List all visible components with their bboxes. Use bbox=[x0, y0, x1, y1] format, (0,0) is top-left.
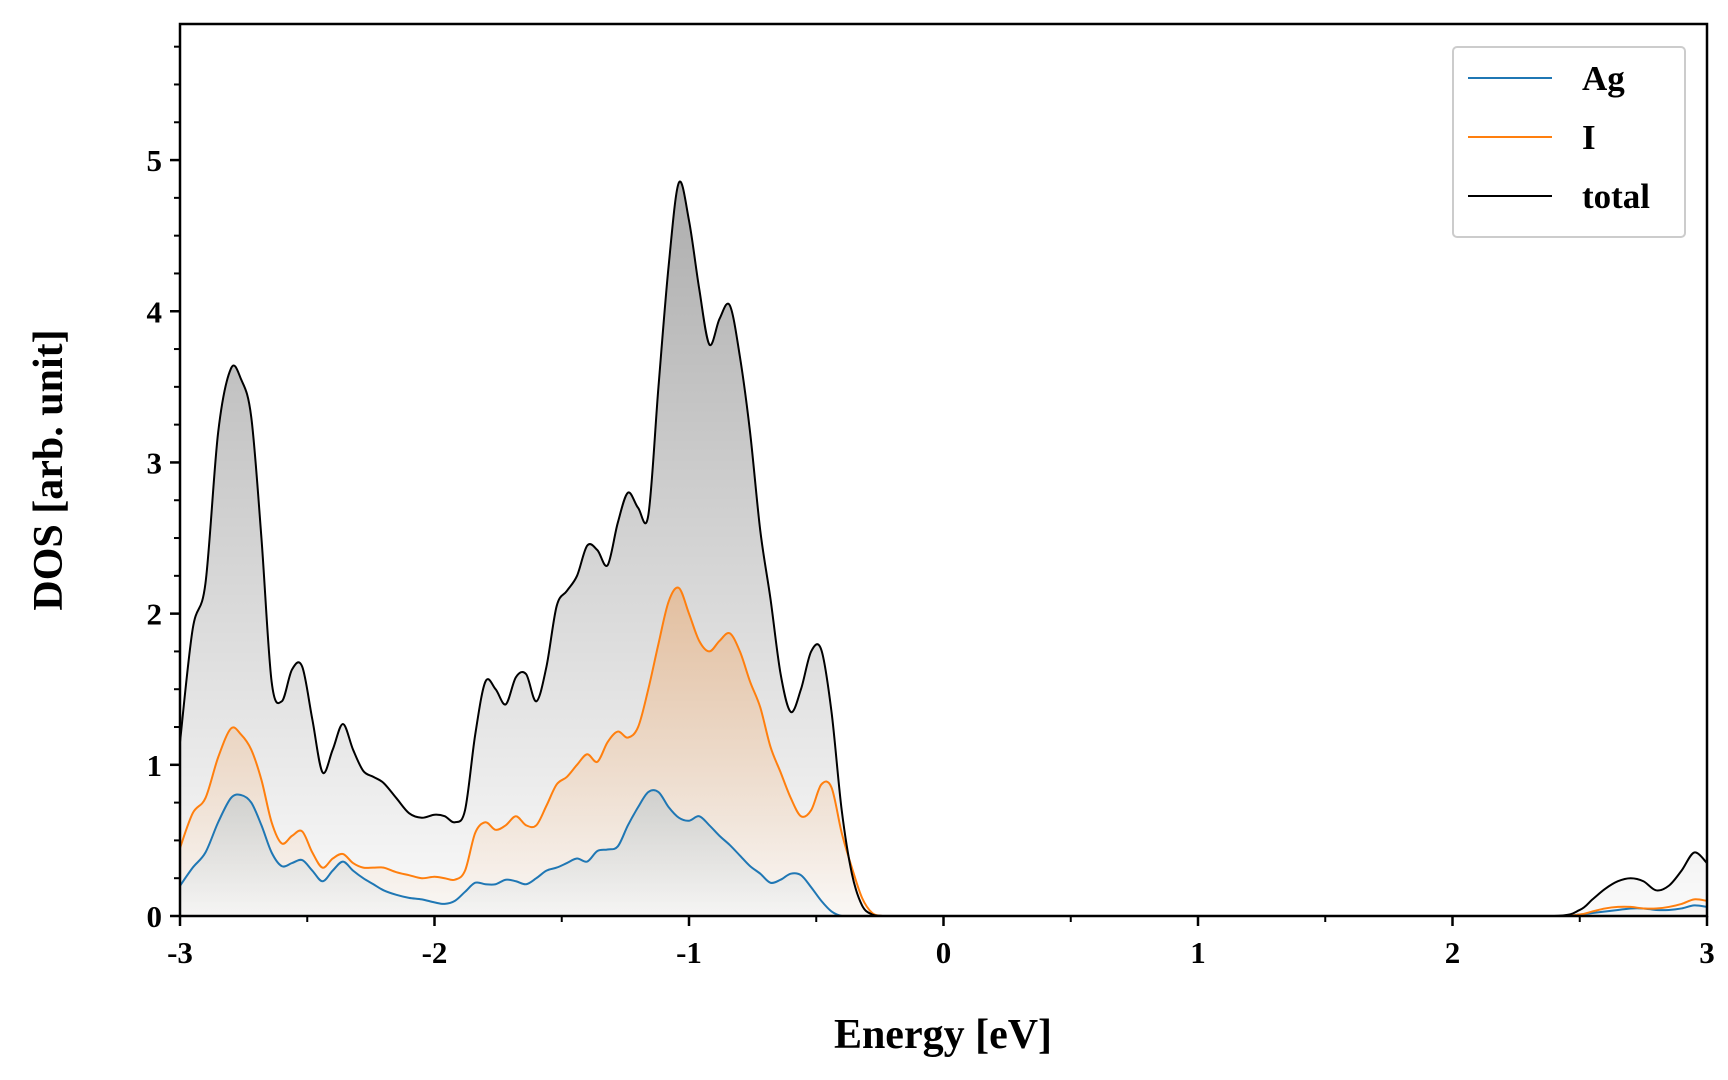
y-axis-label: DOS [arb. unit] bbox=[26, 329, 72, 610]
legend-label-i: I bbox=[1582, 118, 1596, 157]
area-fills bbox=[180, 181, 1707, 917]
x-tick-label: -2 bbox=[422, 935, 448, 970]
y-tick-label: 3 bbox=[147, 445, 163, 480]
y-tick-label: 4 bbox=[147, 294, 163, 329]
series-lines bbox=[179, 180, 1708, 918]
area-fill-ag bbox=[180, 790, 1707, 916]
y-tick-label: 5 bbox=[147, 143, 163, 178]
y-tick-label: 0 bbox=[147, 899, 163, 934]
x-tick-label: 3 bbox=[1699, 935, 1715, 970]
legend-label-total: total bbox=[1582, 177, 1650, 216]
x-tick-label: 2 bbox=[1445, 935, 1461, 970]
series-line-total bbox=[179, 180, 1708, 918]
legend-label-ag: Ag bbox=[1582, 59, 1625, 98]
y-tick-label: 2 bbox=[147, 597, 163, 632]
x-tick-label: -1 bbox=[676, 935, 702, 970]
y-tick-label: 1 bbox=[147, 748, 163, 783]
x-tick-label: -3 bbox=[167, 935, 193, 970]
area-fill-i bbox=[180, 587, 1707, 916]
x-tick-label: 1 bbox=[1190, 935, 1206, 970]
legend-box bbox=[1452, 46, 1686, 238]
x-tick-label: 0 bbox=[936, 935, 952, 970]
y-axis-ticks: 0 1 2 3 4 5 bbox=[147, 45, 180, 934]
x-axis-label: Energy [eV] bbox=[834, 1012, 1052, 1058]
area-fill-total bbox=[180, 181, 1707, 917]
x-axis-ticks: -3 -2 -1 0 1 2 3 bbox=[167, 916, 1715, 970]
